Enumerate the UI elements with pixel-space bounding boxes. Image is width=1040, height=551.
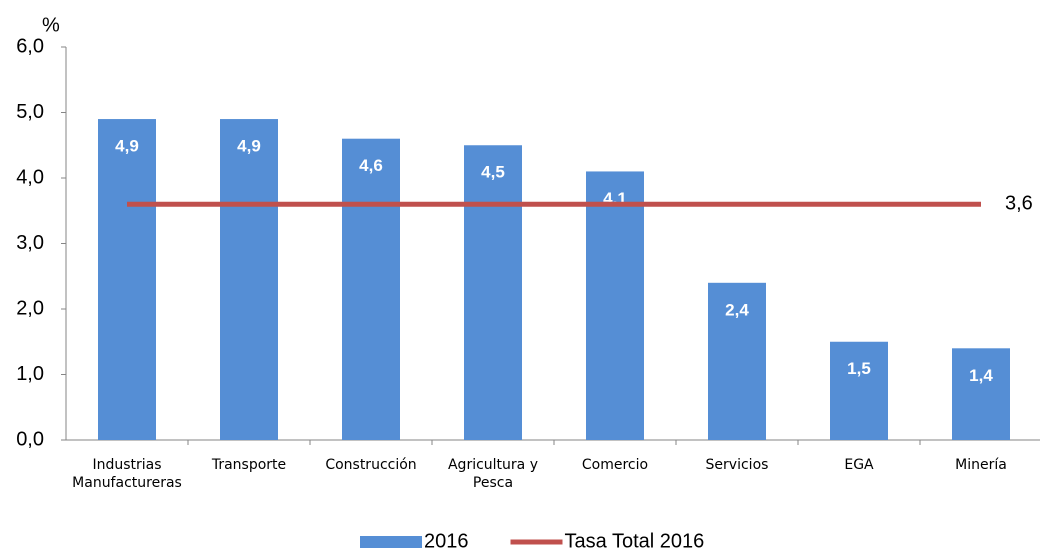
data-label: 1,4 [969, 366, 993, 385]
x-tick-label: Transporte [211, 457, 287, 473]
data-label: 4,9 [115, 137, 139, 156]
data-label: 4,5 [481, 163, 505, 182]
bar [952, 348, 1010, 440]
y-tick-label: 3,0 [16, 232, 44, 254]
bar [220, 119, 278, 441]
x-tick-label: Minería [955, 457, 1007, 473]
data-label: 4,6 [359, 156, 383, 175]
y-tick-label: 5,0 [16, 101, 44, 123]
x-tick-label: Construcción [325, 457, 417, 473]
bar [708, 282, 766, 440]
x-tick-label: Comercio [581, 457, 649, 473]
bar [586, 171, 644, 440]
x-tick-label: EGA [844, 457, 874, 473]
x-tick-label: Agricultura y Pesca [447, 457, 538, 491]
legend-label: Tasa Total 2016 [565, 530, 705, 551]
legend-label: 2016 [424, 530, 469, 551]
y-tick-label: 0,0 [16, 428, 44, 450]
data-label: 1,5 [847, 359, 871, 378]
y-axis-label: % [42, 14, 60, 36]
y-tick-label: 4,0 [16, 166, 44, 188]
y-tick-label: 6,0 [16, 35, 44, 57]
y-tick-label: 1,0 [16, 363, 44, 385]
data-label: 3,6 [1005, 192, 1033, 214]
data-label: 4,9 [237, 137, 261, 156]
x-tick-label: Industrias Manufactureras [72, 457, 182, 491]
x-tick-label: Servicios [705, 457, 769, 473]
y-tick-label: 2,0 [16, 297, 44, 319]
legend-swatch [360, 536, 422, 548]
bar [464, 145, 522, 440]
bar [98, 119, 156, 441]
data-label: 2,4 [725, 300, 749, 319]
bar [342, 138, 400, 440]
bar [830, 341, 888, 440]
